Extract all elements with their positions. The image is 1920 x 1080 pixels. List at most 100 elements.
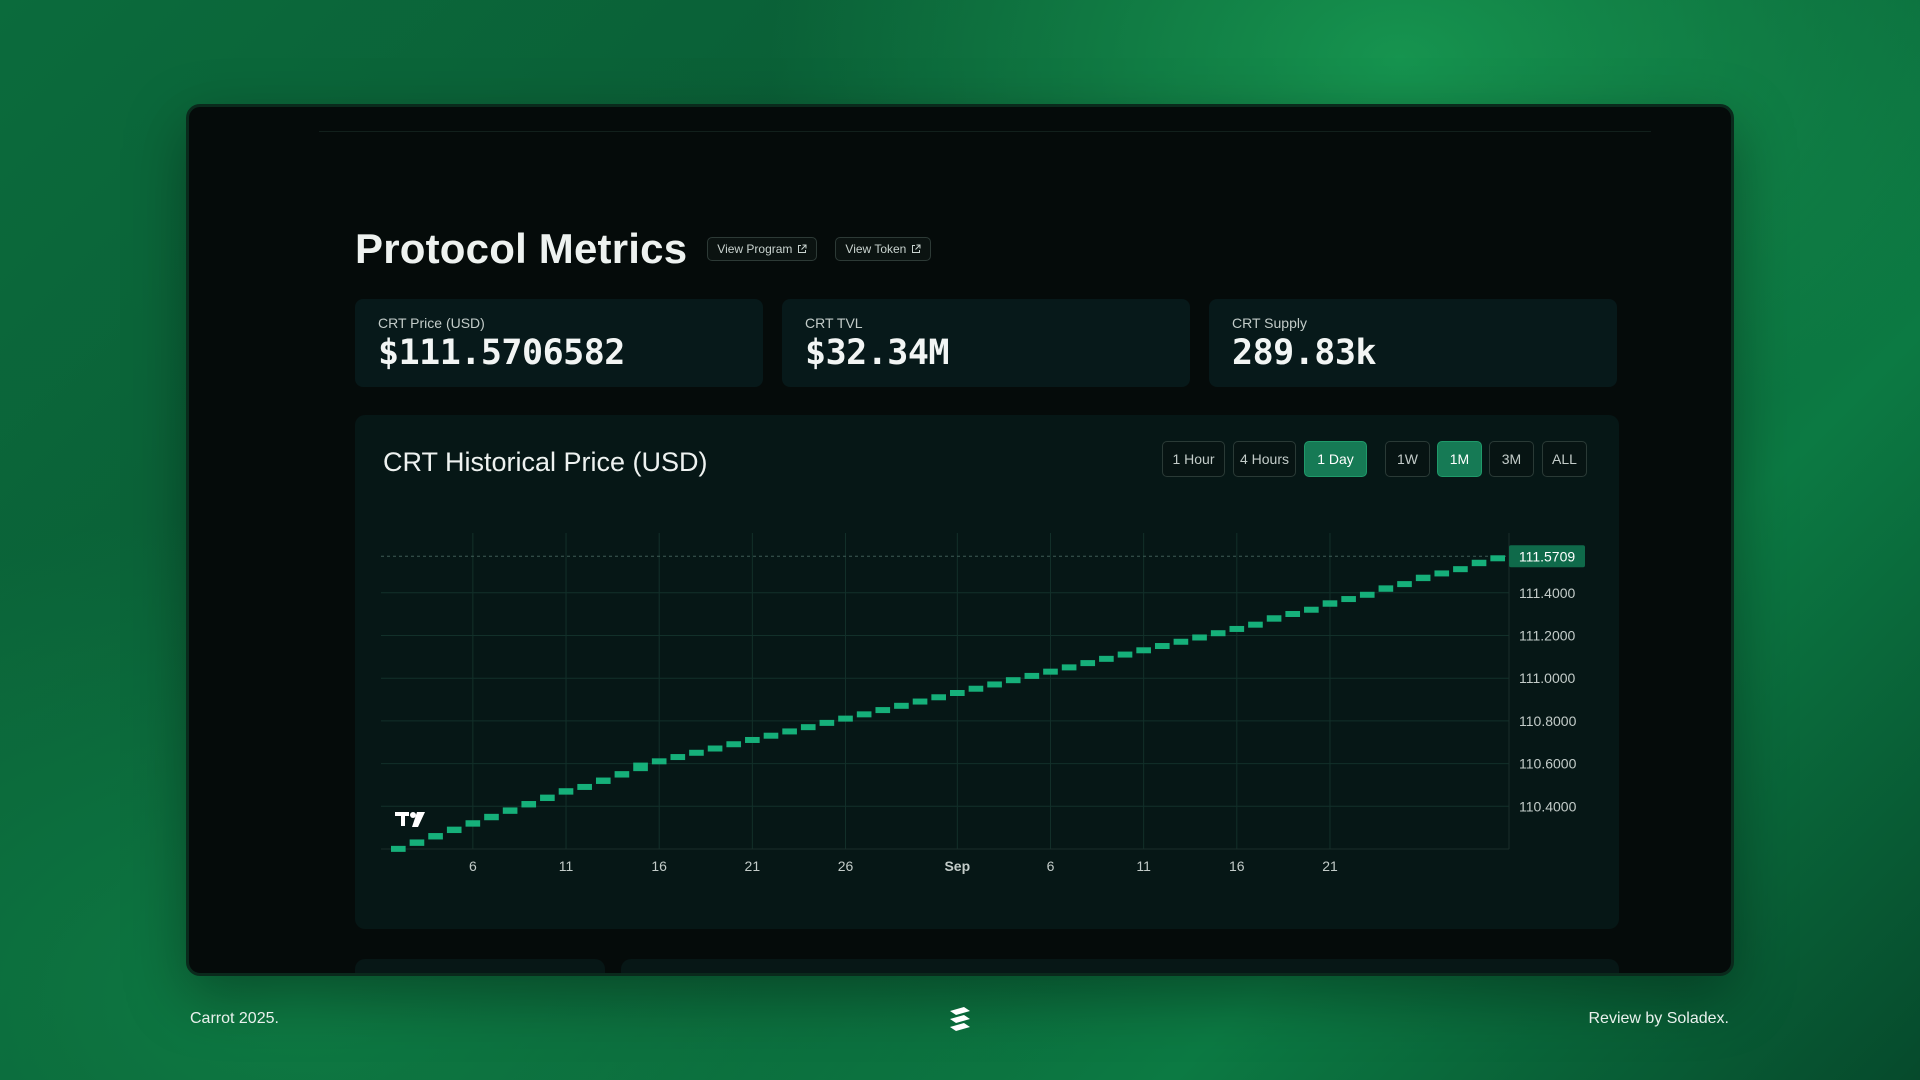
candle (1434, 570, 1450, 577)
candle (1378, 585, 1394, 592)
chart-title: CRT Historical Price (USD) (383, 447, 708, 477)
x-tick-label: 11 (1136, 858, 1151, 874)
x-tick-label: 21 (1322, 858, 1338, 874)
candle (540, 794, 555, 802)
candle (651, 758, 667, 765)
candle (1080, 660, 1096, 667)
candle (484, 813, 499, 821)
stat-label: CRT Supply (1232, 315, 1307, 331)
timeframe-1-day[interactable]: 1 Day (1304, 441, 1367, 477)
candle (819, 719, 835, 726)
candle (391, 845, 406, 852)
view-token-label: View Token (845, 242, 907, 256)
candle (1154, 643, 1170, 650)
app-window: Protocol Metrics View Program View Token… (186, 104, 1734, 976)
candle (689, 749, 704, 756)
x-tick-label: 26 (838, 858, 854, 874)
stat-label: CRT TVL (805, 315, 863, 331)
timeframe-1-hour[interactable]: 1 Hour (1162, 441, 1225, 477)
page-title: Protocol Metrics (355, 225, 688, 272)
candle (726, 741, 742, 748)
candle (1248, 621, 1263, 628)
bottom-card (355, 959, 605, 973)
timeframe-1m[interactable]: 1M (1437, 441, 1482, 477)
candle (1397, 581, 1412, 588)
timeframe-4-hours[interactable]: 4 Hours (1233, 441, 1296, 477)
x-tick-label: 21 (745, 858, 761, 874)
timeframe-3m[interactable]: 3M (1489, 441, 1534, 477)
last-price-badge (1509, 545, 1585, 568)
candle (1005, 677, 1021, 684)
candle (1061, 664, 1077, 671)
candle (1117, 651, 1133, 658)
candle (558, 788, 574, 795)
candle (1229, 625, 1245, 632)
candle (577, 783, 592, 790)
candle (763, 732, 779, 739)
stat-value: 289.83k (1232, 333, 1377, 373)
candle (931, 694, 946, 701)
candle (446, 826, 462, 834)
timeframe-label: 4 Hours (1239, 451, 1290, 467)
bottom-card (621, 959, 1619, 973)
timeframe-label: 1M (1449, 451, 1470, 467)
divider (319, 131, 1651, 132)
candle (465, 820, 481, 827)
candle (707, 745, 723, 752)
candle (856, 711, 872, 718)
timeframe-label: 3M (1501, 451, 1522, 467)
candle (800, 724, 816, 731)
y-tick-label: 110.6000 (1519, 756, 1577, 772)
last-price-label: 111.5709 (1519, 548, 1576, 564)
candle (1043, 668, 1058, 675)
candle (1210, 630, 1226, 637)
footer-credit: Review by Soladex. (1588, 1010, 1729, 1027)
candle (1136, 647, 1151, 654)
candle (1322, 600, 1338, 607)
timeframe-1w[interactable]: 1W (1385, 441, 1430, 477)
candle (1285, 611, 1301, 617)
x-tick-label: 6 (469, 858, 477, 874)
external-link-icon (798, 244, 807, 253)
view-token-button[interactable]: View Token (835, 237, 932, 261)
price-chart[interactable]: 111.4000 111.2000 111.0000 110.8000 110.6000… (355, 415, 1619, 929)
candle (1490, 555, 1505, 562)
candle (950, 690, 965, 696)
candle (670, 754, 686, 761)
footer-copyright: Carrot 2025. (190, 1010, 279, 1027)
candle (1471, 559, 1487, 567)
external-link-icon (912, 244, 921, 253)
stat-value: $111.5706582 (378, 333, 625, 373)
x-tick-label: 16 (1229, 858, 1245, 874)
candle (968, 685, 984, 692)
view-program-button[interactable]: View Program (707, 237, 818, 261)
candle (1266, 615, 1282, 622)
x-tick-label: 16 (651, 858, 667, 874)
candle (912, 698, 928, 705)
candle (875, 707, 891, 714)
candle (1415, 574, 1431, 582)
timeframe-all[interactable]: ALL (1542, 441, 1587, 477)
candle (502, 807, 518, 814)
candle (1024, 672, 1040, 679)
stat-value: $32.34M (805, 333, 950, 373)
timeframe-label: 1 Day (1317, 451, 1354, 467)
tradingview-logo-icon (395, 812, 425, 827)
stat-card-tvl: CRT TVL $32.34M (782, 299, 1190, 387)
header: Protocol Metrics View Program View Token (355, 225, 932, 273)
candle (1453, 566, 1468, 573)
x-tick-label: 6 (1047, 858, 1055, 874)
candle (987, 681, 1002, 688)
candle (782, 728, 797, 735)
candle (838, 715, 853, 722)
candle (1359, 591, 1375, 598)
candle (1304, 606, 1319, 613)
y-tick-label: 110.8000 (1519, 713, 1577, 729)
candle (1192, 634, 1207, 641)
x-tick-label: Sep (944, 858, 970, 874)
price-chart-card: CRT Historical Price (USD) 1 Hour 4 Hour… (355, 415, 1619, 929)
timeframe-label: ALL (1552, 451, 1577, 467)
y-tick-label: 111.0000 (1519, 670, 1576, 686)
stat-card-supply: CRT Supply 289.83k (1209, 299, 1617, 387)
y-tick-label: 110.4000 (1519, 798, 1577, 814)
